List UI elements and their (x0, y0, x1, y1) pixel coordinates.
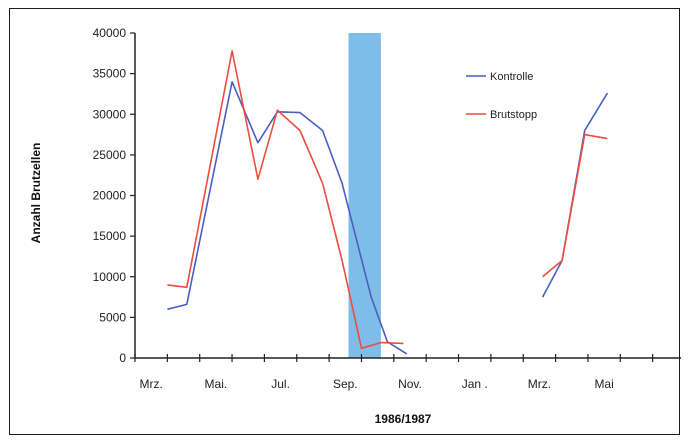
x-tick-label: Jan . (462, 377, 488, 391)
y-axis-title: Anzahl Brutzellen (29, 143, 43, 244)
y-tick-label: 25000 (93, 148, 127, 162)
x-tick-label: Jul. (271, 377, 290, 391)
series-line-kontrolle (167, 81, 408, 355)
y-tick-label: 0 (119, 351, 126, 365)
x-tick-label: Mrz. (140, 377, 163, 391)
y-tick-label: 20000 (93, 189, 127, 203)
x-tick-label: Mrz. (528, 377, 551, 391)
legend-label-brutstopp: Brutstopp (490, 109, 537, 121)
chart-frame: 0 5000 10000 15000 20000 25000 30000 35000 40000… (9, 8, 681, 435)
line-chart: 0 5000 10000 15000 20000 25000 30000 35000 40000… (29, 26, 681, 426)
y-tick-label: 15000 (93, 229, 127, 243)
legend: Kontrolle Brutstopp (466, 71, 537, 121)
x-axis-title: 1986/1987 (375, 412, 432, 426)
series-line-kontrolle (541, 92, 609, 298)
y-tick-label: 40000 (93, 26, 127, 40)
x-tick-label: Nov. (398, 377, 422, 391)
y-tick-label: 5000 (99, 310, 126, 324)
y-tick-label: 30000 (93, 107, 127, 121)
x-tick-label: Mai (594, 377, 613, 391)
x-tick-label: Mai. (205, 377, 228, 391)
legend-label-kontrolle: Kontrolle (490, 71, 533, 83)
series-line-brutstopp (167, 50, 404, 350)
y-tick-label: 35000 (93, 67, 127, 81)
series-line-brutstopp (542, 133, 608, 278)
y-tick-label: 10000 (93, 270, 127, 284)
highlight-band (348, 33, 381, 358)
x-tick-label: Sep. (333, 377, 358, 391)
